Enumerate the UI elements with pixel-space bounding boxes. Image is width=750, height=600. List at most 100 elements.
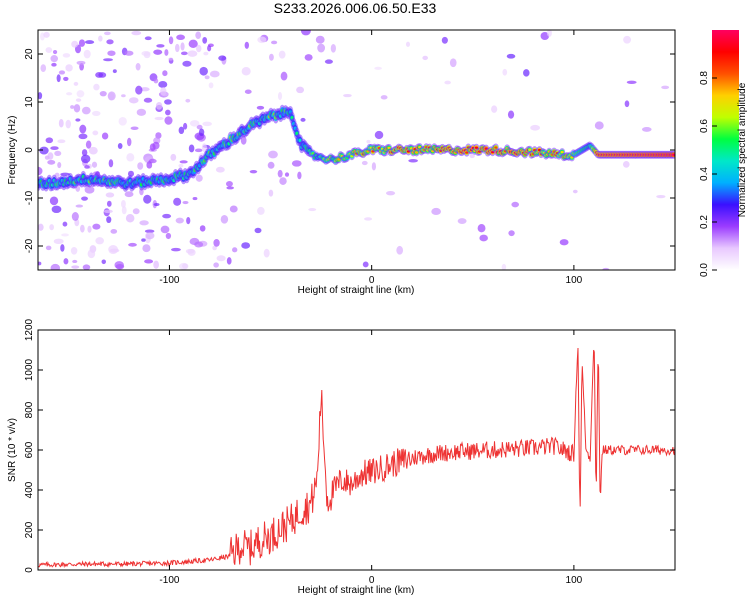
spectrogram-cell (257, 206, 265, 215)
spectrogram-cell (141, 50, 151, 56)
spectrogram-cell (56, 74, 61, 83)
spectrogram-cell (164, 49, 169, 56)
spectrogram-cell (297, 171, 302, 180)
spectrogram-cell (164, 99, 172, 105)
spectrogram-cell (362, 261, 369, 268)
spectrogram-y-tick-label: -20 (24, 238, 35, 253)
spectrogram-cell (124, 50, 134, 56)
spectrogram-cell (85, 140, 92, 149)
spectrogram-cell (88, 146, 98, 155)
spectrogram-cell (131, 30, 142, 36)
spectrogram-cell (511, 201, 520, 208)
spectrogram-cell (208, 82, 214, 89)
spectrogram-cell (87, 225, 92, 233)
spectrogram-cell (87, 249, 96, 259)
snr-y-label: SNR (10 * v/v) (7, 418, 18, 482)
spectrogram-cell (396, 245, 404, 255)
colorbar-bar (712, 30, 739, 270)
spectrogram-cell (431, 207, 441, 216)
spectrogram-cell (501, 263, 507, 270)
snr-x-label: Height of straight line (km) (298, 585, 415, 596)
spectrogram-cell (117, 143, 123, 150)
spectrogram-cell (110, 229, 118, 234)
spectrogram-cell (405, 41, 411, 47)
spectrogram-cell (143, 97, 153, 103)
spectrogram-cell (308, 208, 317, 212)
spectrogram-cell (198, 128, 205, 137)
spectrogram-cell (624, 100, 630, 108)
spectrogram-cell (226, 257, 232, 265)
spectrogram-cell (300, 117, 306, 122)
spectrogram-cell (80, 224, 85, 233)
spectrogram-cell (202, 121, 212, 127)
spectrogram-cell (194, 148, 203, 153)
spectrogram-cell (84, 186, 95, 194)
spectrogram-cell (164, 116, 173, 125)
spectrogram-cell (194, 241, 204, 248)
spectrogram-cell (38, 166, 43, 176)
spectrogram-cell (364, 217, 373, 221)
snr-y-tick-label: 0 (24, 567, 35, 573)
spectrogram-cell (215, 166, 225, 173)
spectrogram-cell (80, 154, 91, 164)
spectrogram-cell (602, 267, 610, 270)
spectrogram-cell (50, 263, 61, 270)
snr-y-tick-label: 600 (24, 441, 35, 458)
spectrogram-cell (249, 169, 258, 174)
spectrogram-cell (121, 206, 127, 215)
spectrogram-cell (168, 57, 174, 61)
spectrogram-cell (201, 143, 207, 153)
spectrogram-cell (176, 34, 185, 41)
spectrogram-cell (530, 124, 541, 131)
spectrogram-cell (546, 30, 552, 37)
spectrogram-cell (79, 124, 87, 134)
spectrogram-cell (469, 153, 475, 159)
spectrogram-cell (656, 194, 666, 199)
spectrogram-cell (179, 262, 189, 270)
spectrogram-cell (73, 104, 81, 113)
spectrogram-cell (203, 51, 209, 56)
spectrogram-cell (204, 75, 210, 80)
spectrogram-cell (107, 91, 116, 101)
spectrogram-cell (108, 159, 114, 168)
snr-panel: -100 0 100 0 200 400 600 800 1000 1200 Height of… (7, 318, 676, 596)
spectrogram-cell (414, 151, 419, 154)
spectrogram-cell (374, 130, 384, 140)
spectrogram-cell (366, 139, 371, 144)
spectrogram-y-tick-label: 0 (24, 147, 35, 153)
spectrogram-cell (170, 153, 177, 161)
spectrogram-cell (178, 163, 184, 168)
spectrogram-cell (192, 196, 198, 201)
spectrogram-cell (76, 90, 85, 98)
spectrogram-cell (494, 146, 498, 149)
spectrogram-cell (142, 244, 151, 253)
spectrogram-cell (408, 158, 418, 163)
spectrogram-y-ticks: -20 -10 0 10 20 (24, 48, 675, 253)
spectrogram-cell (52, 50, 58, 55)
spectrogram-cell (124, 191, 134, 198)
spectrogram-cell (594, 121, 604, 130)
spectrogram-cell (121, 94, 126, 98)
spectrogram-cell (324, 59, 333, 64)
spectrogram-cell (58, 70, 66, 75)
spectrogram-cell (153, 78, 159, 84)
spectrogram-cell (523, 69, 530, 77)
spectrogram-cell (101, 259, 106, 265)
colorbar-label: Normalized spectral amplitude (737, 82, 748, 217)
spectrogram-cell (187, 50, 198, 57)
spectrogram-cell (226, 186, 234, 190)
spectrogram-cell (641, 127, 652, 132)
spectrogram-cell (70, 246, 78, 255)
spectrogram-cell (182, 60, 192, 67)
colorbar-tick-label: 0.0 (699, 263, 710, 277)
spectrogram-cell (144, 229, 155, 233)
spectrogram-cell (156, 44, 165, 48)
spectrogram-cell (185, 98, 191, 103)
spectrogram-cell (188, 39, 198, 49)
spectrogram-cell (81, 106, 91, 115)
spectrogram-cell (181, 51, 188, 56)
snr-y-tick-label: 400 (24, 481, 35, 498)
spectrogram-cell (444, 80, 451, 85)
spectrogram-cell (50, 146, 59, 151)
